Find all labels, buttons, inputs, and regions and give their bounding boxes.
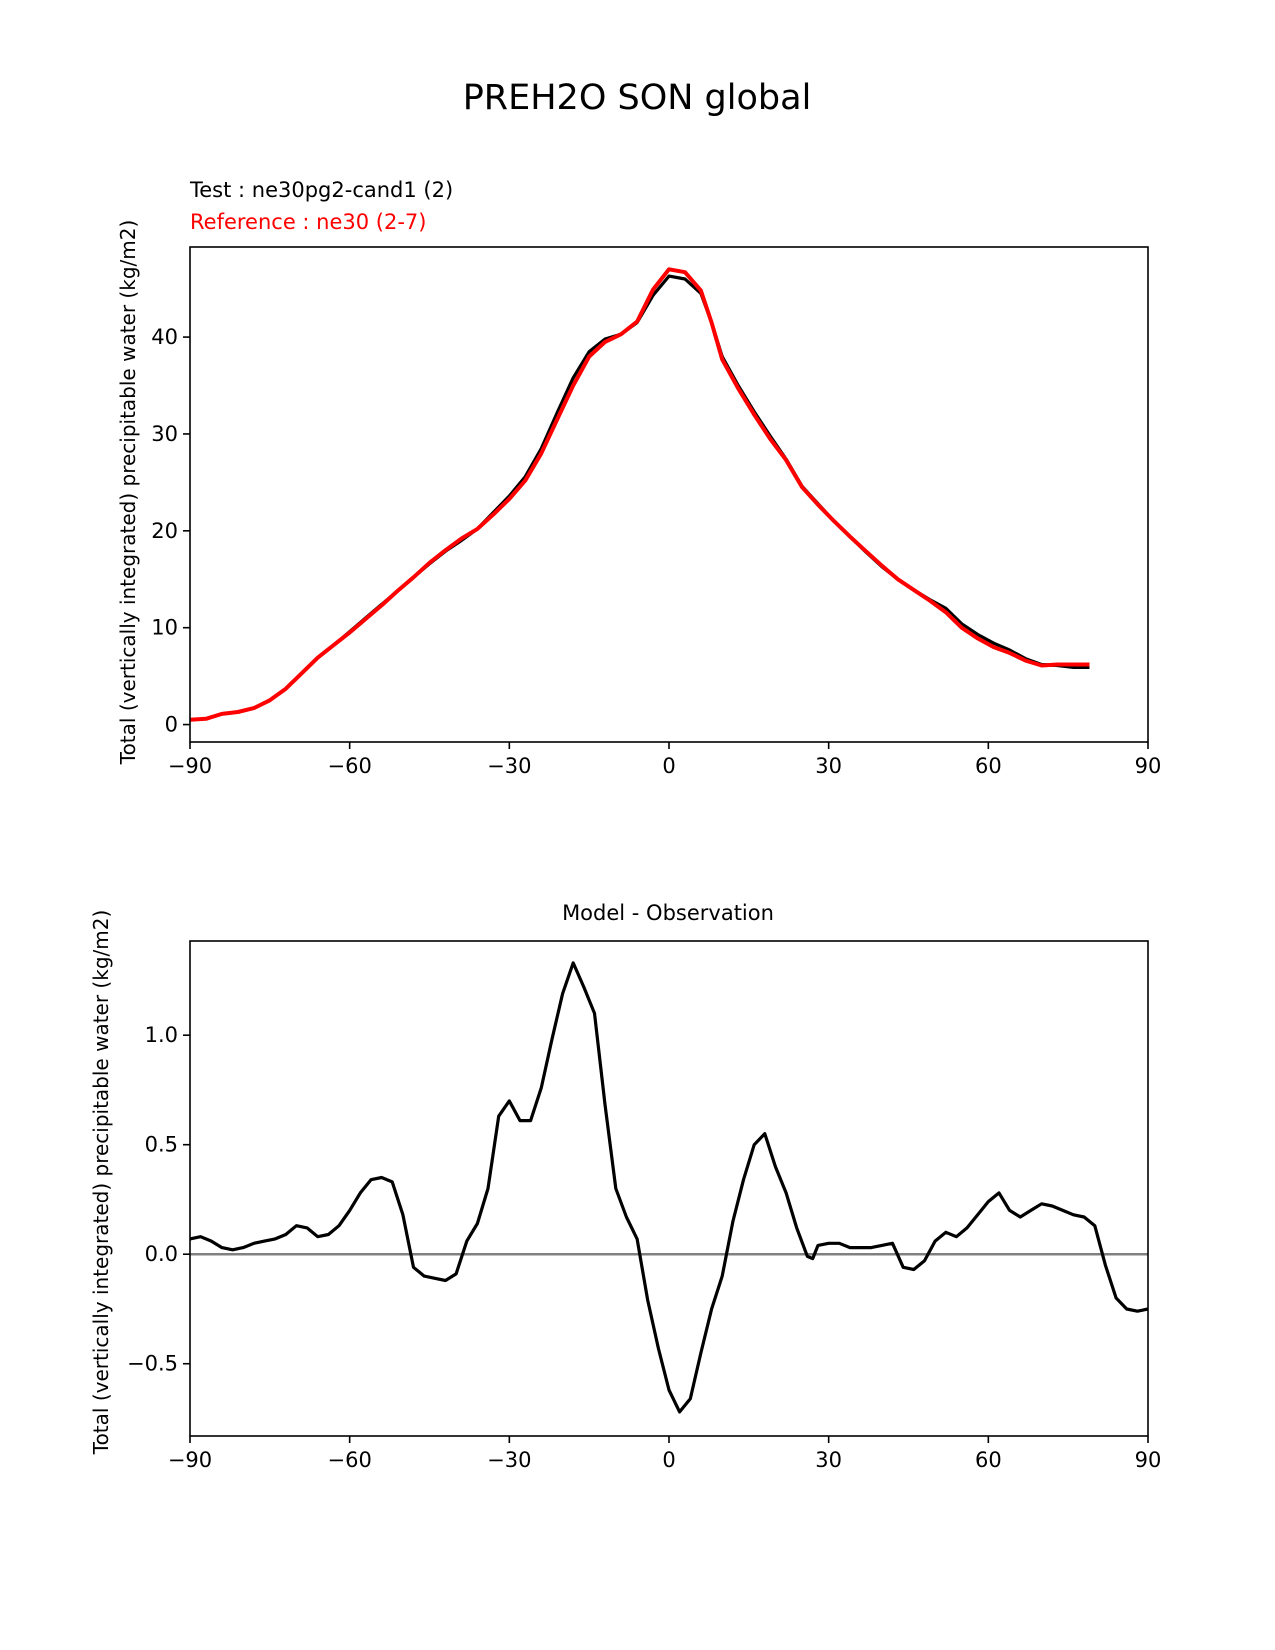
figure-title: PREH2O SON global	[463, 78, 812, 118]
axes-frame-top	[189, 246, 1149, 743]
y-axis-label-top: Total (vertically integrated) precipitab…	[116, 220, 140, 766]
y-axis-label-bottom: Total (vertically integrated) precipitab…	[89, 910, 113, 1456]
x-tick-label: 90	[1135, 1448, 1162, 1472]
series-line-reference-top	[189, 267, 1090, 722]
y-tick-label: 30	[151, 422, 178, 446]
axes-frame-bottom	[189, 940, 1149, 1437]
x-tick-label: −30	[487, 1448, 531, 1472]
diff-title: Model - Observation	[562, 901, 774, 925]
x-tick-label: 30	[815, 754, 842, 778]
x-tick-label: 0	[662, 754, 675, 778]
y-tick-label: 0.0	[145, 1242, 178, 1266]
y-tick-label: 20	[151, 519, 178, 543]
x-tick-label: 60	[975, 754, 1002, 778]
y-tick-label: −0.5	[127, 1352, 178, 1376]
x-tick-label: −30	[487, 754, 531, 778]
x-tick-label: −90	[168, 754, 212, 778]
x-tick-label: 60	[975, 1448, 1002, 1472]
x-tick-label: 0	[662, 1448, 675, 1472]
x-tick-label: −90	[168, 1448, 212, 1472]
reference-label: Reference : ne30 (2-7)	[190, 210, 427, 234]
panel-comparison: Test : ne30pg2-cand1 (2) Reference : ne3…	[116, 178, 1161, 778]
y-tick-label: 0.5	[145, 1133, 178, 1157]
test-label: Test : ne30pg2-cand1 (2)	[189, 178, 453, 202]
x-tick-label: −60	[328, 1448, 372, 1472]
y-tick-label: 1.0	[145, 1023, 178, 1047]
y-tick-label: 40	[151, 325, 178, 349]
x-tick-label: −60	[328, 754, 372, 778]
panel-difference: Model - Observation Total (vertically in…	[89, 901, 1161, 1472]
series-line-test-bottom	[189, 961, 1149, 1414]
y-tick-label: 10	[151, 616, 178, 640]
y-tick-label: 0	[165, 713, 178, 737]
x-tick-label: 30	[815, 1448, 842, 1472]
x-tick-label: 90	[1135, 754, 1162, 778]
